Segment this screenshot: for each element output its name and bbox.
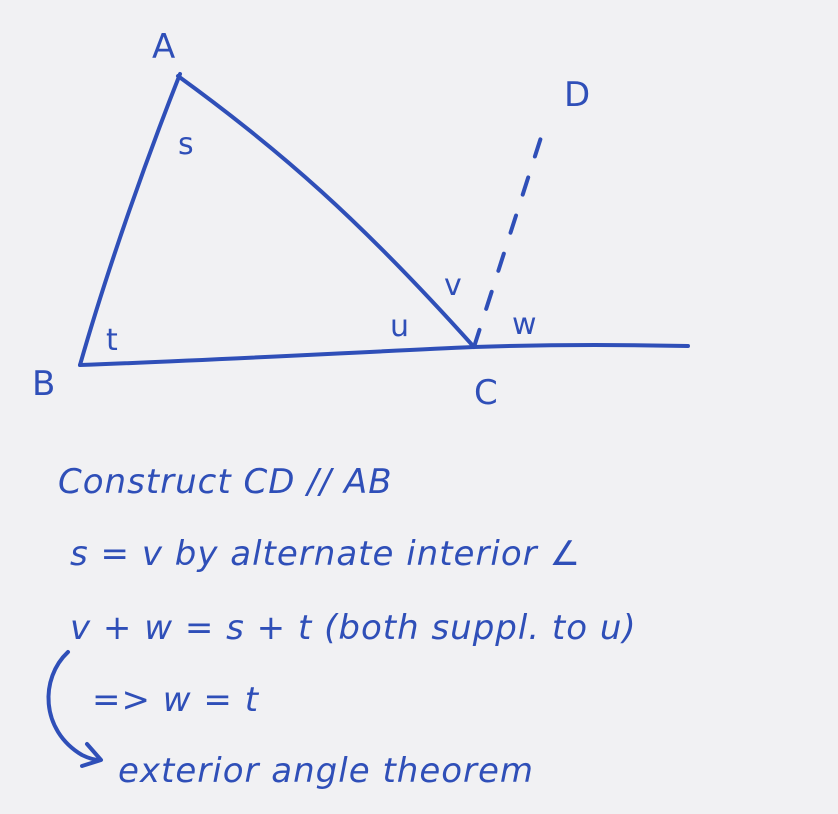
point-label-b: B: [32, 364, 55, 404]
segment-ac: [176, 74, 476, 349]
point-label-d: D: [564, 75, 590, 115]
theorem-note: exterior angle theorem: [118, 751, 534, 791]
result-arrow: [46, 650, 102, 762]
segment-cd-dashed: [472, 126, 546, 349]
point-label-a: A: [152, 27, 175, 67]
angle-label-t: t: [106, 323, 118, 358]
angle-label-v: v: [444, 268, 462, 303]
conclusion-note: => w = t: [92, 680, 260, 720]
result-arrowhead: [80, 742, 103, 768]
line-bc-extended: [78, 343, 690, 367]
angle-label-u: u: [390, 309, 409, 344]
construction-note: Construct CD // AB: [58, 462, 393, 502]
alternate-angle-note: s = v by alternate interior ∠: [70, 534, 581, 574]
segment-ab: [78, 72, 182, 367]
supplementary-angle-note: v + w = s + t (both suppl. to u): [70, 608, 637, 648]
point-label-c: C: [474, 373, 498, 413]
angle-label-s: s: [178, 127, 194, 162]
angle-label-w: w: [512, 307, 537, 342]
